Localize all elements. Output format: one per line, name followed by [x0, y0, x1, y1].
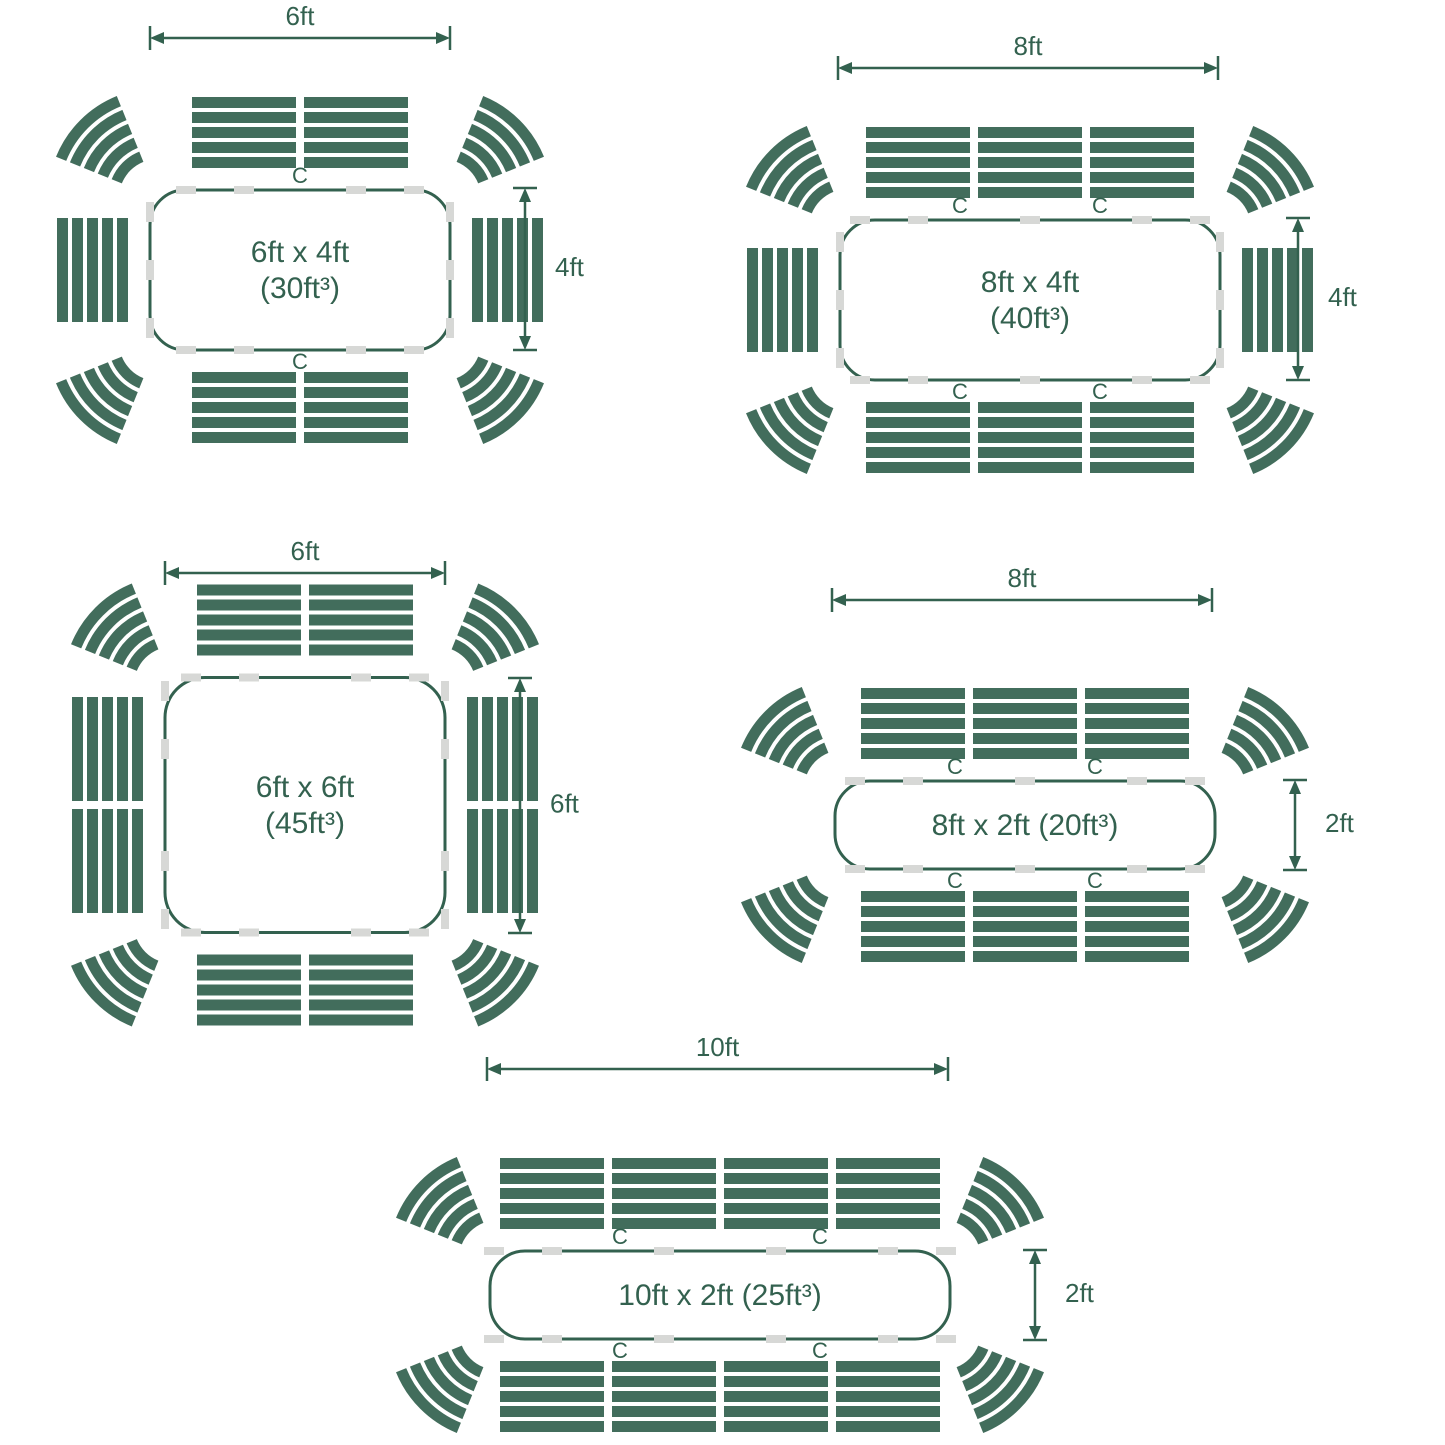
c-label: C [947, 754, 963, 779]
c-label: C [947, 868, 963, 893]
c-label: C [292, 163, 308, 188]
bed-size-label: 8ft x 2ft (20ft³) [932, 809, 1119, 842]
bed-4: 10ft x 2ft (25ft³) C C C C 10ft 2ft [390, 1032, 1095, 1439]
svg-text:6ft: 6ft [286, 1, 316, 31]
c-label: C [1087, 754, 1103, 779]
bed-volume-label: (45ft³) [265, 807, 345, 840]
bed-volume-label: (30ft³) [260, 272, 340, 305]
svg-text:2ft: 2ft [1325, 808, 1355, 838]
c-label: C [612, 1338, 628, 1363]
svg-text:4ft: 4ft [555, 252, 585, 282]
c-label: C [812, 1338, 828, 1363]
bed-size-label: 6ft x 6ft [256, 771, 355, 804]
bed-3: 8ft x 2ft (20ft³) C C C C 8ft 2ft [735, 563, 1355, 969]
bed-volume-label: (40ft³) [990, 302, 1070, 335]
c-label: C [1092, 193, 1108, 218]
svg-text:6ft: 6ft [291, 536, 321, 566]
c-label: C [952, 193, 968, 218]
c-label: C [1087, 868, 1103, 893]
c-label: C [292, 349, 308, 374]
bed-size-label: 10ft x 2ft (25ft³) [618, 1279, 821, 1312]
svg-text:4ft: 4ft [1328, 282, 1358, 312]
c-label: C [952, 379, 968, 404]
bed-2: 6ft x 6ft(45ft³) 6ft 6ft [65, 536, 580, 1033]
bed-size-label: 6ft x 4ft [251, 236, 350, 269]
c-label: C [812, 1224, 828, 1249]
bed-0: 6ft x 4ft(30ft³) C C 6ft 4ft [50, 1, 585, 450]
svg-text:6ft: 6ft [550, 788, 580, 818]
svg-text:8ft: 8ft [1014, 31, 1044, 61]
bed-size-label: 8ft x 4ft [981, 266, 1080, 299]
c-label: C [1092, 379, 1108, 404]
svg-text:2ft: 2ft [1065, 1278, 1095, 1308]
bed-1: 8ft x 4ft(40ft³) C C C C 8ft 4ft [740, 31, 1358, 480]
c-label: C [612, 1224, 628, 1249]
svg-text:10ft: 10ft [696, 1032, 740, 1062]
svg-text:8ft: 8ft [1008, 563, 1038, 593]
